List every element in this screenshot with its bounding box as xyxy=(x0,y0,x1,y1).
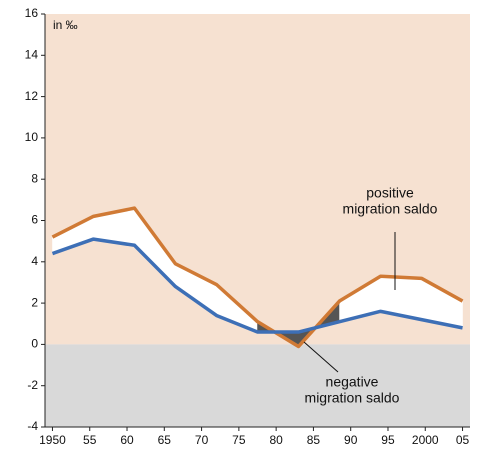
annotation: positive xyxy=(366,185,414,201)
y-tick-label: 2 xyxy=(31,295,38,309)
x-tick-label: 1950 xyxy=(39,433,66,447)
y-tick-label: 6 xyxy=(31,213,38,227)
x-tick-label: 55 xyxy=(83,433,97,447)
y-tick-label: 0 xyxy=(31,337,38,351)
x-tick-label: 65 xyxy=(158,433,172,447)
annotation: migration saldo xyxy=(343,201,438,217)
y-tick-label: 4 xyxy=(31,254,38,268)
x-tick-label: 80 xyxy=(269,433,283,447)
x-tick-label: 75 xyxy=(232,433,246,447)
x-tick-label: 90 xyxy=(344,433,358,447)
negative-zone xyxy=(45,344,470,427)
y-tick-label: 16 xyxy=(25,6,39,20)
leader xyxy=(303,341,339,373)
x-tick-label: 2000 xyxy=(412,433,439,447)
annotation: negative xyxy=(326,374,379,390)
line xyxy=(51,206,464,349)
line xyxy=(51,237,463,334)
y-tick-label: -2 xyxy=(27,378,38,392)
x-tick-label: 70 xyxy=(195,433,209,447)
y-tick-label: 14 xyxy=(25,47,39,61)
x-tick-label: 05 xyxy=(456,433,470,447)
y-tick-label: 10 xyxy=(25,130,39,144)
annotation: migration saldo xyxy=(305,390,400,406)
y-tick-label: 12 xyxy=(25,89,39,103)
x-tick-label: 85 xyxy=(307,433,321,447)
y-tick-label: 8 xyxy=(31,171,38,185)
y-tick-label: -4 xyxy=(27,419,38,433)
x-tick-label: 60 xyxy=(120,433,134,447)
unit-label: in ‰ xyxy=(53,18,78,32)
x-tick-label: 95 xyxy=(381,433,395,447)
